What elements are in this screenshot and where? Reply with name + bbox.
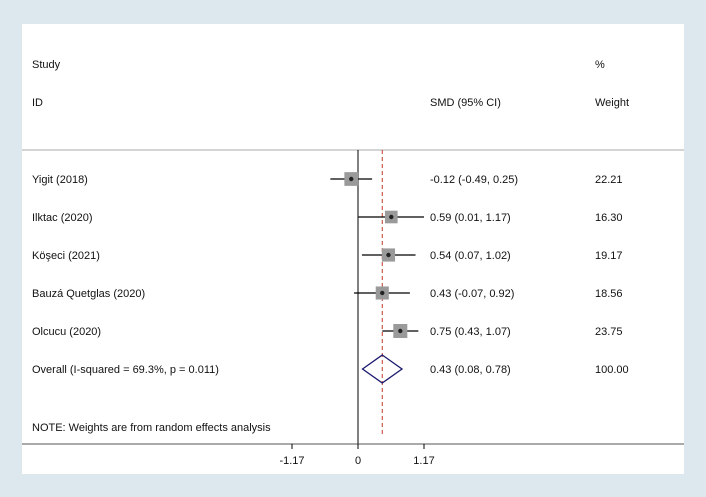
header-weight: Weight	[595, 97, 629, 109]
study-name: Köşeci (2021)	[32, 250, 100, 262]
forest-plot: Study ID SMD (95% CI) % Weight Yigit (20…	[22, 59, 684, 467]
plot-panel: Study ID SMD (95% CI) % Weight Yigit (20…	[22, 24, 684, 474]
weight-text: 19.17	[595, 250, 623, 262]
header-effect-label: SMD (95% CI)	[430, 97, 501, 109]
study-row: Bauzá Quetglas (2020) 0.43 (-0.07, 0.92) 1…	[32, 286, 623, 300]
study-name: Yigit (2018)	[32, 174, 88, 186]
study-row: Köşeci (2021) 0.54 (0.07, 1.02) 19.17	[32, 248, 623, 262]
weight-text: 16.30	[595, 212, 623, 224]
study-name: Bauzá Quetglas (2020)	[32, 288, 145, 300]
header-study: Study	[32, 59, 61, 71]
study-name: Ilktac (2020)	[32, 212, 93, 224]
study-rows: Yigit (2018) -0.12 (-0.49, 0.25) 22.21 Ilkt…	[32, 150, 629, 444]
weight-text: 22.21	[595, 174, 623, 186]
weight-text: 18.56	[595, 288, 623, 300]
ci-text: -0.12 (-0.49, 0.25)	[430, 174, 518, 186]
study-row: Ilktac (2020) 0.59 (0.01, 1.17) 16.30	[32, 210, 623, 224]
point-estimate	[386, 252, 391, 258]
point-estimate	[349, 176, 354, 182]
note-text: NOTE: Weights are from random effects an…	[32, 422, 271, 434]
overall-ci-text: 0.43 (0.08, 0.78)	[430, 364, 511, 376]
point-estimate	[380, 290, 385, 296]
x-tick-label: -1.17	[279, 455, 304, 467]
ci-text: 0.59 (0.01, 1.17)	[430, 212, 511, 224]
study-name: Olcucu (2020)	[32, 326, 101, 338]
x-tick-label: 1.17	[413, 455, 434, 467]
x-axis: -1.17 0 1.17	[279, 444, 435, 467]
weight-text: 23.75	[595, 326, 623, 338]
study-row: Olcucu (2020) 0.75 (0.43, 1.07) 23.75	[32, 324, 623, 338]
header-weight-percent: %	[595, 59, 605, 71]
point-estimate	[398, 328, 403, 334]
x-tick-label: 0	[355, 455, 361, 467]
header-id: ID	[32, 97, 43, 109]
overall-row: Overall (I-squared = 69.3%, p = 0.011) 0.…	[32, 354, 629, 384]
overall-weight-text: 100.00	[595, 364, 629, 376]
ci-text: 0.43 (-0.07, 0.92)	[430, 288, 514, 300]
point-estimate	[389, 214, 394, 220]
ci-text: 0.54 (0.07, 1.02)	[430, 250, 511, 262]
ci-text: 0.75 (0.43, 1.07)	[430, 326, 511, 338]
overall-diamond	[361, 354, 404, 384]
study-row: Yigit (2018) -0.12 (-0.49, 0.25) 22.21	[32, 172, 623, 186]
overall-label: Overall (I-squared = 69.3%, p = 0.011)	[32, 364, 219, 376]
